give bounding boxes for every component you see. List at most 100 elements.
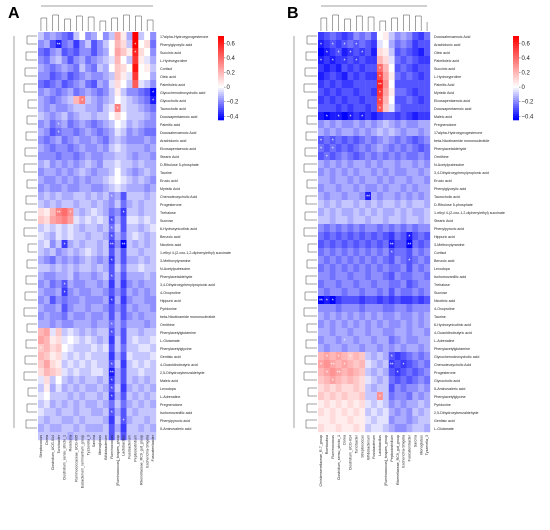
heatmap-cell bbox=[412, 328, 419, 337]
heatmap-cell bbox=[412, 240, 419, 249]
heatmap-cell bbox=[382, 184, 389, 193]
heatmap-cell bbox=[412, 344, 419, 353]
heatmap-cell bbox=[43, 304, 50, 313]
heatmap-cell bbox=[318, 192, 325, 201]
heatmap-cell bbox=[365, 360, 372, 369]
heatmap-cell bbox=[120, 192, 127, 201]
heatmap-cell bbox=[120, 160, 127, 169]
heatmap-cell bbox=[335, 336, 342, 345]
heatmap-cell bbox=[365, 336, 372, 345]
heatmap-cell bbox=[73, 320, 80, 329]
heatmap-cell bbox=[61, 248, 68, 257]
heatmap-cell bbox=[85, 80, 92, 89]
heatmap-cell bbox=[79, 184, 86, 193]
heatmap-cell bbox=[388, 392, 395, 401]
heatmap-cell bbox=[341, 256, 348, 265]
significance-star: * bbox=[123, 211, 125, 217]
heatmap-cell bbox=[102, 64, 109, 73]
heatmap-cell bbox=[323, 288, 330, 297]
heatmap-cell bbox=[406, 400, 413, 409]
legend-tick-label: −0.4 bbox=[227, 114, 240, 120]
heatmap-cell bbox=[418, 296, 425, 305]
heatmap-cell bbox=[102, 320, 109, 329]
heatmap-cell bbox=[371, 272, 378, 281]
heatmap-cell bbox=[67, 352, 74, 361]
heatmap-cell bbox=[329, 160, 336, 169]
heatmap-cell bbox=[418, 160, 425, 169]
heatmap-cell bbox=[108, 416, 115, 425]
heatmap-cell bbox=[376, 56, 384, 65]
heatmap-cell bbox=[126, 104, 133, 113]
heatmap-cell bbox=[353, 128, 360, 137]
heatmap-cell bbox=[412, 120, 419, 129]
heatmap-cell bbox=[400, 200, 407, 209]
heatmap-cell bbox=[132, 40, 139, 49]
heatmap-cell bbox=[400, 328, 407, 337]
heatmap-cell bbox=[150, 152, 157, 161]
heatmap-cell bbox=[126, 128, 133, 137]
heatmap-cell bbox=[359, 168, 366, 177]
heatmap-cell bbox=[418, 128, 425, 137]
heatmap-cell bbox=[67, 256, 74, 265]
heatmap-cell bbox=[108, 352, 115, 361]
heatmap-cell bbox=[38, 168, 45, 177]
heatmap-cell bbox=[49, 224, 56, 233]
heatmap-cell bbox=[365, 296, 372, 305]
heatmap-cell bbox=[108, 312, 115, 321]
heatmap-cell bbox=[150, 432, 157, 441]
heatmap-cell bbox=[382, 176, 389, 185]
heatmap-cell bbox=[382, 104, 389, 113]
heatmap-cell bbox=[91, 376, 98, 385]
heatmap-cell bbox=[394, 376, 401, 385]
heatmap-cell bbox=[150, 240, 157, 249]
heatmap-cell bbox=[38, 392, 45, 401]
heatmap-cell bbox=[102, 176, 109, 185]
row-label: Levodopa bbox=[434, 267, 450, 271]
heatmap-cell bbox=[114, 200, 121, 209]
significance-star: ** bbox=[366, 195, 370, 201]
heatmap-cell bbox=[365, 184, 372, 193]
heatmap-cell bbox=[114, 128, 121, 137]
heatmap-cell bbox=[144, 416, 151, 425]
heatmap-cell bbox=[335, 296, 342, 305]
heatmap-cell bbox=[400, 208, 407, 217]
legend-swatch bbox=[218, 112, 224, 115]
heatmap-cell bbox=[150, 168, 157, 177]
heatmap-cell bbox=[67, 80, 74, 89]
heatmap-cell bbox=[38, 104, 45, 113]
heatmap-cell bbox=[102, 336, 109, 345]
heatmap-cell bbox=[347, 280, 354, 289]
heatmap-cell bbox=[150, 40, 157, 49]
heatmap-cell bbox=[150, 48, 157, 57]
heatmap-cell bbox=[91, 232, 98, 241]
heatmap-cell bbox=[102, 296, 109, 305]
heatmap-cell bbox=[406, 360, 413, 369]
heatmap-cell bbox=[138, 360, 145, 369]
legend-swatch bbox=[218, 100, 224, 103]
heatmap-cell bbox=[91, 104, 98, 113]
heatmap-cell bbox=[382, 112, 389, 121]
panel-b-row-dendrogram bbox=[293, 35, 317, 429]
heatmap-cell bbox=[67, 328, 74, 337]
legend-swatch bbox=[218, 44, 224, 47]
heatmap-cell bbox=[376, 304, 384, 313]
heatmap-cell bbox=[97, 64, 104, 73]
heatmap-cell bbox=[150, 272, 157, 281]
heatmap-cell bbox=[61, 184, 68, 193]
heatmap-cell bbox=[418, 216, 425, 225]
heatmap-cell bbox=[400, 392, 407, 401]
legend-swatch bbox=[218, 72, 224, 75]
heatmap-cell bbox=[353, 360, 360, 369]
heatmap-cell bbox=[108, 232, 115, 241]
row-label: Erucic acid bbox=[160, 179, 178, 183]
heatmap-cell bbox=[371, 248, 378, 257]
heatmap-cell bbox=[85, 416, 92, 425]
heatmap-cell bbox=[144, 168, 151, 177]
heatmap-cell bbox=[418, 120, 425, 129]
heatmap-cell bbox=[79, 360, 86, 369]
row-label: Sucrose bbox=[434, 291, 447, 295]
heatmap-cell bbox=[126, 192, 133, 201]
legend-swatch bbox=[513, 58, 519, 61]
heatmap-cell bbox=[73, 424, 80, 433]
heatmap-cell bbox=[108, 368, 115, 377]
